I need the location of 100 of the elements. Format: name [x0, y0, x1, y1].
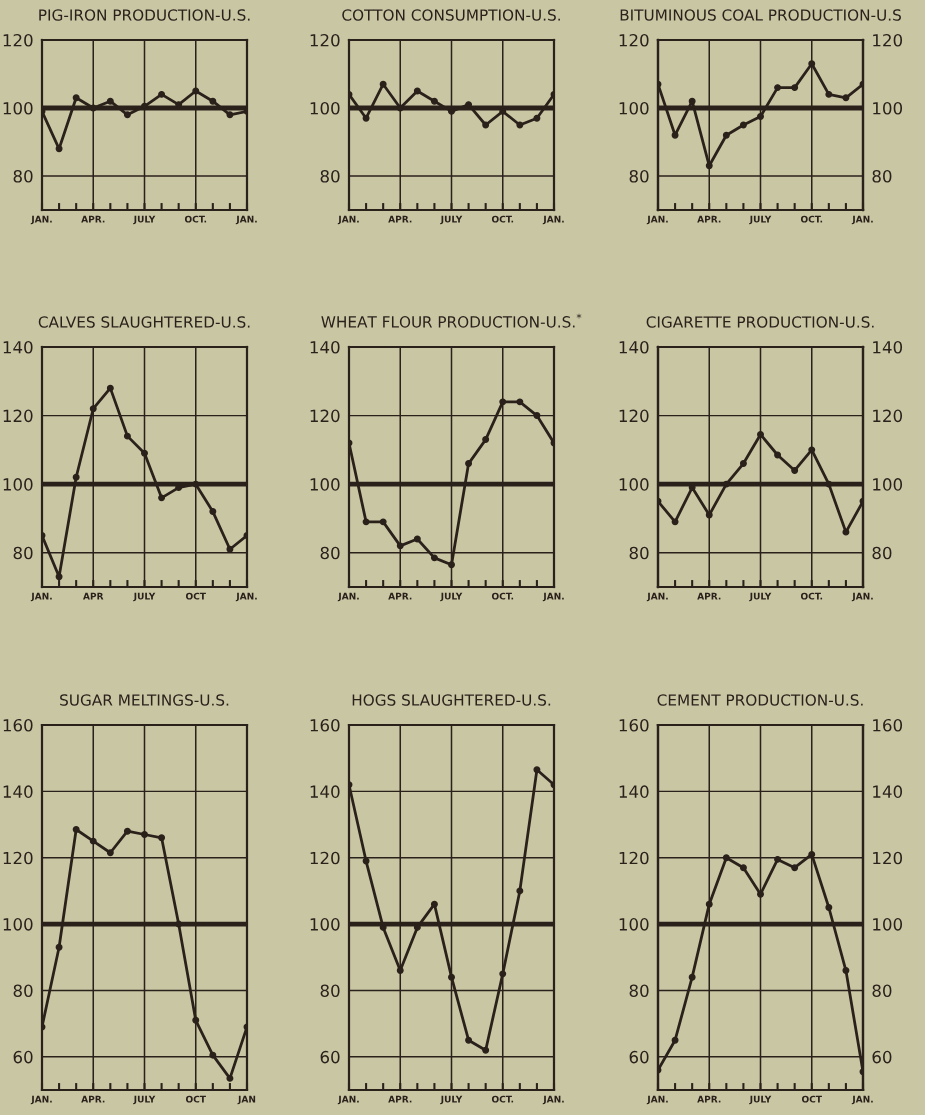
- y-tick-label: 80: [629, 169, 649, 183]
- x-tick-label: APR.: [388, 592, 412, 600]
- x-tick-label: JULY: [440, 1095, 463, 1105]
- x-tick-label: JAN.: [235, 215, 257, 225]
- y-tick-label: 100: [3, 918, 33, 931]
- y-tick-label: 100: [619, 478, 649, 491]
- y2-tick-label: 80: [872, 169, 892, 183]
- chart-title: CEMENT PRODUCTION-U.S.: [657, 694, 863, 706]
- y-tick-label: 140: [619, 785, 649, 798]
- y2-tick-label: 60: [872, 1050, 892, 1064]
- y-tick-label: 100: [619, 101, 649, 115]
- x-tick-label: OCT.: [184, 215, 207, 223]
- y2-tick-label: 140: [873, 785, 903, 798]
- y2-tick-label: 100: [873, 101, 903, 115]
- y-tick-label: 80: [13, 169, 33, 183]
- y-tick-label: 120: [3, 33, 33, 47]
- x-tick-label: APR.: [697, 1095, 721, 1103]
- y2-tick-label: 120: [873, 33, 903, 47]
- x-tick-label: APR.: [388, 215, 412, 223]
- x-tick-label: JAN.: [646, 592, 668, 602]
- x-tick-label: JAN.: [542, 592, 564, 602]
- y-tick-label: 140: [310, 785, 340, 798]
- x-tick-label: OCT.: [491, 592, 514, 600]
- x-tick-label: JULY: [133, 215, 156, 225]
- x-tick-label: JAN.: [646, 1095, 668, 1105]
- x-tick-label: OCT.: [800, 215, 823, 223]
- chart-title: COTTON CONSUMPTION-U.S.: [342, 9, 560, 21]
- x-tick-label: JAN.: [851, 215, 873, 225]
- x-tick-label: OCT.: [491, 215, 514, 223]
- y-tick-label: 160: [619, 718, 649, 732]
- x-tick-label: JAN.: [337, 215, 359, 225]
- y-tick-label: 120: [3, 409, 33, 423]
- x-tick-label: JAN.: [30, 592, 52, 602]
- x-tick-label: APR.: [81, 215, 105, 223]
- y-tick-label: 100: [3, 101, 33, 115]
- y-tick-label: 60: [629, 1050, 649, 1064]
- chart-title: BITUMINOUS COAL PRODUCTION-U.S: [620, 9, 901, 21]
- y-tick-label: 140: [3, 340, 33, 354]
- y-tick-label: 60: [13, 1050, 33, 1064]
- y-tick-label: 80: [320, 984, 340, 998]
- y-tick-label: 120: [310, 851, 340, 865]
- x-tick-label: JULY: [749, 1095, 772, 1105]
- x-tick-label: OCT: [801, 1095, 822, 1103]
- y2-tick-label: 100: [873, 478, 903, 491]
- y-tick-label: 80: [320, 546, 340, 560]
- x-tick-label: JULY: [133, 1095, 156, 1105]
- y-tick-label: 80: [320, 169, 340, 183]
- x-tick-label: JULY: [440, 592, 463, 602]
- x-tick-label: JAN.: [851, 592, 873, 602]
- x-tick-label: OCT.: [491, 1095, 514, 1103]
- y-tick-label: 120: [619, 851, 649, 865]
- y-tick-label: 160: [310, 718, 340, 732]
- chart-title: CALVES SLAUGHTERED-U.S.: [38, 316, 250, 328]
- y2-tick-label: 80: [872, 546, 892, 560]
- x-tick-label: JULY: [133, 592, 156, 602]
- y-tick-label: 100: [310, 918, 340, 931]
- y2-tick-label: 140: [873, 340, 903, 354]
- x-tick-label: JAN.: [337, 1095, 359, 1105]
- x-tick-label: APR.: [697, 592, 721, 600]
- x-tick-label: JAN.: [30, 215, 52, 225]
- y2-tick-label: 160: [873, 718, 903, 732]
- x-tick-label: JULY: [440, 215, 463, 225]
- y-tick-label: 160: [3, 718, 33, 732]
- chart-title: PIG-IRON PRODUCTION-U.S.: [39, 9, 250, 21]
- y-tick-label: 80: [629, 984, 649, 998]
- y-tick-label: 100: [619, 918, 649, 931]
- x-tick-label: JAN.: [235, 592, 257, 602]
- y2-tick-label: 120: [873, 409, 903, 423]
- y-tick-label: 120: [619, 33, 649, 47]
- x-tick-label: JAN.: [337, 592, 359, 602]
- x-tick-label: OCT.: [800, 592, 823, 600]
- x-tick-label: JAN.: [851, 1095, 873, 1105]
- y-tick-label: 100: [3, 478, 33, 491]
- x-tick-label: JAN: [237, 1095, 256, 1105]
- y-tick-label: 120: [310, 409, 340, 423]
- y-tick-label: 80: [629, 546, 649, 560]
- x-tick-label: JAN.: [646, 215, 668, 225]
- y-tick-label: 140: [3, 785, 33, 798]
- y-tick-label: 80: [13, 984, 33, 998]
- y2-tick-label: 120: [873, 851, 903, 865]
- chart-title: HOGS SLAUGHTERED-U.S.: [352, 694, 551, 706]
- y-tick-label: 120: [310, 33, 340, 47]
- x-tick-label: APR: [83, 592, 104, 600]
- chart-title: WHEAT FLOUR PRODUCTION-U.S.$^{*}$: [321, 313, 582, 328]
- y2-tick-label: 80: [872, 984, 892, 998]
- y-tick-label: 80: [13, 546, 33, 560]
- x-tick-label: OCT: [185, 1095, 206, 1103]
- y-tick-label: 120: [3, 851, 33, 865]
- x-tick-label: JAN.: [542, 215, 564, 225]
- y-tick-label: 120: [619, 409, 649, 423]
- y2-tick-label: 100: [873, 918, 903, 931]
- chart-title: SUGAR MELTINGS-U.S.: [60, 694, 229, 706]
- x-tick-label: OCT: [185, 592, 206, 600]
- chart-title: CIGARETTE PRODUCTION-U.S.: [646, 316, 874, 328]
- y-tick-label: 100: [310, 101, 340, 115]
- x-tick-label: APR.: [388, 1095, 412, 1103]
- x-tick-label: APR.: [81, 1095, 105, 1103]
- y-tick-label: 60: [320, 1050, 340, 1064]
- x-tick-label: JAN.: [30, 1095, 52, 1105]
- x-tick-label: JAN.: [542, 1095, 564, 1105]
